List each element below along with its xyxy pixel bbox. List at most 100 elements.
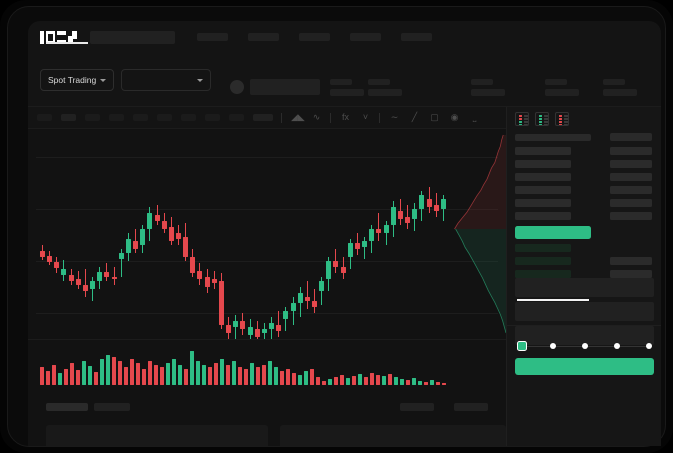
volume-bar (256, 367, 260, 385)
order-amount-input[interactable] (515, 302, 654, 321)
order-book-ask-row[interactable] (515, 173, 571, 181)
candle-body (154, 215, 160, 221)
wave-icon[interactable]: ∼ (390, 112, 399, 122)
timeframe-button-9[interactable] (229, 114, 244, 121)
order-total-input[interactable] (515, 326, 654, 345)
order-book-ask-row[interactable] (515, 212, 571, 220)
volume-bar (436, 382, 440, 385)
timeframe-button-1[interactable] (37, 114, 52, 121)
orders-action-2[interactable] (454, 403, 488, 411)
candle-wick (306, 281, 308, 309)
candle-body (290, 303, 296, 311)
candle-body (412, 209, 418, 219)
volume-bar (202, 365, 206, 385)
candle-body (47, 256, 53, 262)
nav-item-5[interactable] (401, 33, 432, 41)
candle-body (247, 327, 253, 335)
pair-coin-avatar (230, 80, 244, 94)
candle-body (118, 253, 124, 259)
measure-icon[interactable]: ╱ (411, 112, 418, 122)
candle-body (297, 293, 303, 303)
order-book-bid-size (610, 257, 652, 265)
slider-step-75[interactable] (614, 343, 620, 349)
timeframe-button-3[interactable] (85, 114, 100, 121)
slider-step-25[interactable] (550, 343, 556, 349)
depth-chart-overlay (454, 134, 506, 334)
stat-label (368, 79, 390, 85)
active-tab-indicator (517, 299, 589, 301)
stat-value (603, 89, 637, 96)
orderbook-asks-icon[interactable] (555, 112, 569, 126)
okx-logo[interactable] (40, 30, 80, 44)
timeframe-button-10[interactable] (253, 114, 273, 121)
volume-bar (406, 380, 410, 385)
fullscreen-icon[interactable]: ⎵ (472, 112, 477, 122)
order-book-ask-size (610, 199, 652, 207)
search-input[interactable] (90, 30, 175, 44)
order-book-bid-row[interactable] (515, 270, 571, 278)
slider-handle[interactable] (517, 341, 527, 351)
order-price-input[interactable] (515, 278, 654, 297)
candle-body (426, 199, 432, 207)
timeframe-button-6[interactable] (157, 114, 172, 121)
timeframe-button-8[interactable] (205, 114, 220, 121)
candle-body (168, 227, 174, 241)
orders-action-1[interactable] (400, 403, 434, 411)
volume-bar (70, 363, 74, 385)
slider-step-100[interactable] (646, 343, 652, 349)
volume-bar (100, 359, 104, 385)
active-tab-indicator (46, 42, 88, 44)
tab-order-history[interactable] (94, 403, 130, 411)
nav-item-2[interactable] (248, 33, 279, 41)
timeframe-button-5[interactable] (133, 114, 148, 121)
candle-wick (321, 277, 323, 305)
slider-step-50[interactable] (582, 343, 588, 349)
candlestick-icon[interactable]: ◢◣ (291, 112, 305, 122)
orderbook-bids-icon[interactable] (535, 112, 549, 126)
candle-body (68, 275, 74, 281)
order-book-ask-row[interactable] (515, 199, 571, 207)
volume-bar (124, 367, 128, 385)
nav-item-1[interactable] (197, 33, 228, 41)
timeframe-button-4[interactable] (109, 114, 124, 121)
candle-wick (113, 267, 115, 285)
candle-body (140, 229, 146, 245)
nav-item-4[interactable] (350, 33, 381, 41)
order-amount-slider[interactable] (517, 341, 653, 351)
nav-item-3[interactable] (299, 33, 330, 41)
volume-bar (400, 379, 404, 385)
candle-body (125, 239, 131, 253)
volume-bar (304, 371, 308, 385)
pair-search-select[interactable] (121, 69, 211, 91)
candle-wick (84, 269, 86, 297)
volume-bar (184, 369, 188, 385)
stat-label (330, 79, 352, 85)
chevron-down-icon[interactable]: ˅ (362, 112, 369, 122)
line-chart-icon[interactable]: ∿ (312, 112, 321, 122)
candle-body (340, 267, 346, 273)
volume-bar (250, 363, 254, 385)
trading-mode-selector[interactable]: Spot Trading (40, 69, 115, 91)
timeframe-button-2[interactable] (61, 114, 76, 121)
order-book-ask-row[interactable] (515, 160, 571, 168)
volume-chart[interactable] (28, 339, 506, 397)
candle-body (354, 243, 360, 249)
volume-bar (382, 376, 386, 385)
settings-icon[interactable]: ◉ (450, 112, 459, 122)
indicator-icon[interactable]: fx (341, 112, 349, 122)
price-chart[interactable] (28, 129, 506, 343)
order-book-ask-row[interactable] (515, 147, 571, 155)
timeframe-button-7[interactable] (181, 114, 196, 121)
order-book-bid-row[interactable] (515, 257, 571, 265)
order-book-bid-row[interactable] (515, 244, 571, 252)
submit-order-button[interactable] (515, 358, 654, 375)
tab-open-orders[interactable] (46, 403, 88, 411)
volume-bar (178, 365, 182, 385)
order-book-ask-row[interactable] (515, 186, 571, 194)
camera-icon[interactable]: ▢ (430, 112, 439, 122)
orderbook-mixed-icon[interactable] (515, 112, 529, 126)
volume-bar (40, 367, 44, 385)
volume-bar (418, 381, 422, 385)
order-book-mid-price[interactable] (515, 226, 591, 239)
toolbar-divider (379, 112, 380, 123)
